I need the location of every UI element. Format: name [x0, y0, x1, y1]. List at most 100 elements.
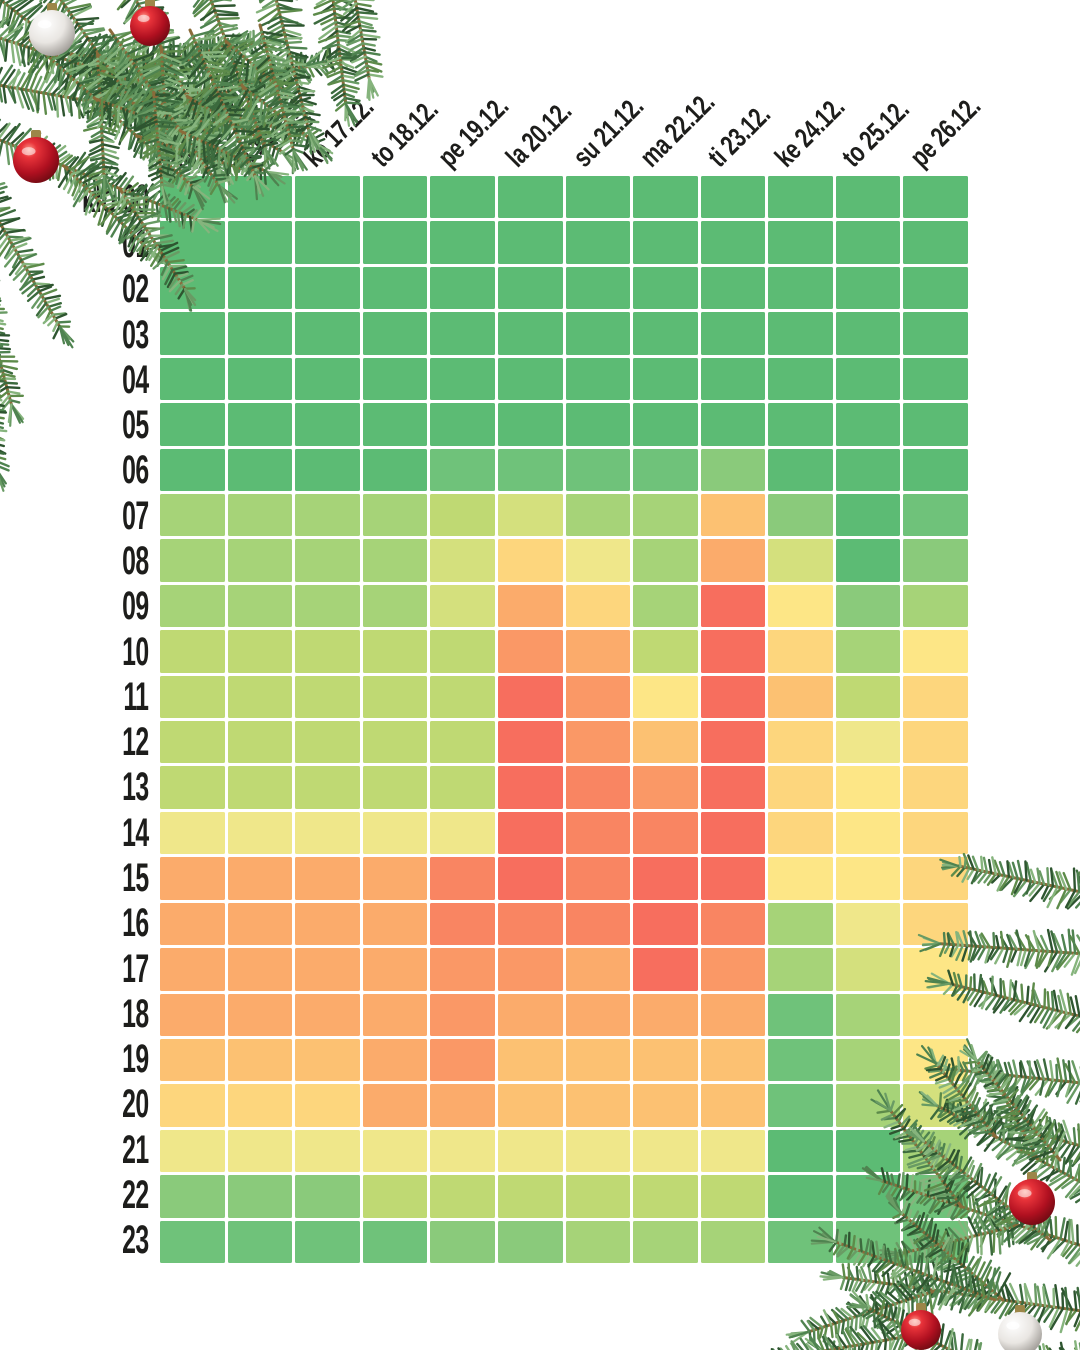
heatmap-cell: [835, 630, 901, 673]
heatmap-cell: [160, 584, 225, 628]
day-label: la 20.12.: [499, 95, 577, 173]
heatmap-cell: [700, 993, 766, 1036]
heatmap-cell: [430, 357, 495, 401]
heatmap-cell: [700, 1175, 766, 1218]
heatmap-cell: [768, 1220, 833, 1263]
heatmap-cell: [430, 766, 495, 809]
heatmap-cell: [227, 1175, 293, 1218]
heatmap-cell: [565, 493, 631, 537]
day-label: ma 22.12.: [634, 86, 721, 173]
heatmap-cell: [497, 1129, 563, 1173]
heatmap-cell: [227, 1220, 293, 1263]
heatmap-cell: [362, 630, 428, 673]
ornament-silver-bauble: [29, 3, 75, 56]
heatmap-cell: [835, 1038, 901, 1082]
heatmap-cell: [565, 176, 631, 219]
hour-label: 07: [121, 493, 149, 538]
heatmap-cell: [430, 721, 495, 764]
heatmap-cell: [565, 1220, 631, 1263]
heatmap-cell: [633, 266, 698, 310]
heatmap-cell: [768, 811, 833, 855]
heatmap-cell: [633, 539, 698, 582]
hour-label: 05: [121, 403, 149, 448]
heatmap-cell: [227, 312, 293, 355]
heatmap-cell: [633, 1129, 698, 1173]
heatmap-cell: [227, 675, 293, 718]
heatmap-cell: [295, 721, 360, 764]
heatmap-cell: [430, 1220, 495, 1263]
heatmap-cell: [227, 1084, 293, 1127]
day-label: pe 26.12.: [903, 90, 986, 173]
heatmap-cell: [497, 312, 563, 355]
heatmap-cell: [227, 902, 293, 946]
hour-label: 16: [121, 901, 149, 946]
hour-label: 19: [121, 1037, 149, 1082]
heatmap-cell: [768, 266, 833, 310]
heatmap-cell: [430, 448, 495, 491]
heatmap-cell: [295, 948, 360, 991]
heatmap-cell: [497, 630, 563, 673]
heatmap-cell: [430, 993, 495, 1036]
heatmap-cell: [430, 221, 495, 264]
heatmap-cell: [362, 721, 428, 764]
heatmap-cell: [768, 1175, 833, 1218]
heatmap-cell: [497, 948, 563, 991]
heatmap-cell: [160, 448, 225, 491]
heatmap-cell: [295, 1175, 360, 1218]
heatmap-cell: [768, 221, 833, 264]
heatmap-cell: [295, 1038, 360, 1082]
heatmap-cell: [700, 176, 766, 219]
heatmap-cell: [700, 221, 766, 264]
ornament-red-bauble: [901, 1303, 941, 1350]
heatmap-cell: [227, 948, 293, 991]
heatmap-cell: [565, 721, 631, 764]
heatmap-cell: [633, 1220, 698, 1263]
heatmap-cell: [295, 403, 360, 446]
hour-label: 08: [121, 538, 149, 583]
heatmap-cell: [160, 1129, 225, 1173]
heatmap-cell: [497, 675, 563, 718]
heatmap-cell: [903, 403, 968, 446]
heatmap-cell: [295, 1129, 360, 1173]
day-label: ti 16.12.: [230, 98, 305, 173]
hour-label: 18: [121, 991, 149, 1036]
heatmap-cell: [227, 448, 293, 491]
heatmap-cell: [768, 312, 833, 355]
heatmap-cell: [633, 857, 698, 900]
heatmap-cell: [835, 948, 901, 991]
heatmap-cell: [700, 766, 766, 809]
heatmap-cell: [497, 1084, 563, 1127]
heatmap-cell: [565, 902, 631, 946]
heatmap-cell: [903, 221, 968, 264]
heatmap-cell: [227, 493, 293, 537]
heatmap-cell: [295, 993, 360, 1036]
heatmap-cell: [700, 1084, 766, 1127]
heatmap-cell: [768, 176, 833, 219]
heatmap-cell: [160, 176, 225, 219]
heatmap-cell: [700, 312, 766, 355]
heatmap-cell: [430, 857, 495, 900]
heatmap-cell: [835, 266, 901, 310]
heatmap-cell: [160, 1220, 225, 1263]
hour-label: 10: [121, 629, 149, 674]
heatmap-cell: [430, 1129, 495, 1173]
heatmap-cell: [295, 312, 360, 355]
heatmap-cell: [295, 902, 360, 946]
heatmap-cell: [430, 403, 495, 446]
hour-label: 09: [121, 584, 149, 629]
heatmap-cell: [497, 721, 563, 764]
hour-label: 03: [121, 312, 149, 357]
heatmap-cell: [227, 539, 293, 582]
hour-label: 23: [121, 1218, 149, 1263]
heatmap-cell: [497, 993, 563, 1036]
heatmap-cell: [565, 1129, 631, 1173]
heatmap-cell: [903, 266, 968, 310]
heatmap-cell: [768, 584, 833, 628]
heatmap-cell: [835, 357, 901, 401]
heatmap-cell: [835, 1129, 901, 1173]
heatmap-cell: [835, 675, 901, 718]
heatmap-cell: [633, 811, 698, 855]
heatmap-cell: [227, 857, 293, 900]
heatmap-cell: [565, 584, 631, 628]
heatmap-cell: [903, 993, 968, 1036]
